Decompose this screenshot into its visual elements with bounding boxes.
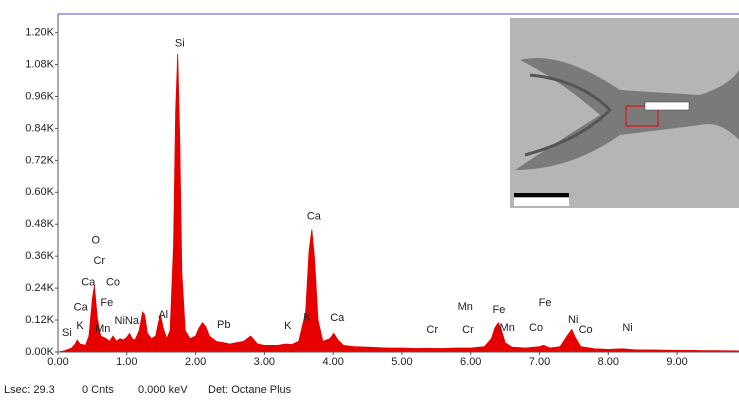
inset-edge — [524, 73, 613, 157]
peak-label: Fe — [493, 304, 506, 316]
peak-label: Pb — [217, 319, 230, 331]
peak-label: Ni — [622, 322, 632, 334]
selected-area — [625, 105, 659, 127]
peak-label: Mn — [500, 322, 515, 334]
x-tick-label: 6.00 — [460, 356, 481, 368]
peak-label: Ca — [307, 211, 322, 223]
x-tick-label: 5.00 — [391, 356, 412, 368]
peak-label: Si — [62, 327, 72, 339]
x-tick-label: 7.00 — [529, 356, 550, 368]
area-tag — [644, 101, 690, 111]
x-tick-label: 9.00 — [666, 356, 687, 368]
peak-label: Si — [175, 37, 185, 49]
peak-label: Co — [529, 322, 543, 334]
peak-label: Fe — [539, 297, 552, 309]
scale-bar — [514, 193, 569, 197]
peak-label: Mn — [458, 301, 473, 313]
status-detector: Det: Octane Plus — [208, 384, 292, 396]
spectrum — [57, 53, 739, 353]
peak-label: Ca — [74, 302, 89, 314]
status-counts: 0 Cnts — [82, 384, 114, 396]
x-tick-label: 0.00 — [47, 356, 68, 368]
peak-label: K — [303, 311, 311, 323]
peak-label: Cr — [426, 324, 438, 336]
peak-label: Ca — [330, 312, 345, 324]
status-bar: Lsec: 29.3 0 Cnts 0.000 keV Det: Octane … — [4, 384, 292, 396]
y-tick-label: 0.36K — [25, 250, 54, 262]
y-tick-label: 1.08K — [25, 58, 54, 70]
peak-label: NiNa — [115, 315, 140, 327]
x-tick-label: 3.00 — [254, 356, 275, 368]
peak-label: K — [76, 320, 84, 332]
peak-label: K — [284, 320, 292, 332]
peak-label: Fe — [100, 297, 113, 309]
y-tick-label: 0.48K — [25, 218, 54, 230]
y-tick-label: 0.96K — [25, 90, 54, 102]
peak-label: Ca — [81, 277, 96, 289]
peak-label: Cr — [462, 324, 474, 336]
y-tick-label: 0.24K — [25, 282, 54, 294]
status-energy: 0.000 keV — [138, 384, 188, 396]
y-tick-label: 0.60K — [25, 186, 54, 198]
peak-label: Cr — [93, 255, 105, 267]
sem-inset — [510, 18, 739, 208]
y-tick-label: 1.20K — [25, 27, 54, 39]
status-lsec: Lsec: 29.3 — [4, 384, 55, 396]
x-tick-label: 4.00 — [322, 356, 343, 368]
peak-label: O — [92, 235, 101, 247]
y-tick-label: 0.72K — [25, 154, 54, 166]
peak-label: Al — [158, 309, 168, 321]
peak-label: Co — [579, 324, 593, 336]
y-tick-label: 0.12K — [25, 314, 54, 326]
x-tick-label: 1.00 — [116, 356, 137, 368]
y-tick-label: 0.84K — [25, 122, 54, 134]
peak-label: Co — [106, 277, 120, 289]
x-tick-label: 8.00 — [598, 356, 619, 368]
x-tick-label: 2.00 — [185, 356, 206, 368]
scale-bar-label — [514, 198, 569, 206]
peak-label: Ni — [568, 314, 578, 326]
y-tick-label: 0.00K — [25, 346, 54, 358]
peak-label: Mn — [95, 323, 110, 335]
